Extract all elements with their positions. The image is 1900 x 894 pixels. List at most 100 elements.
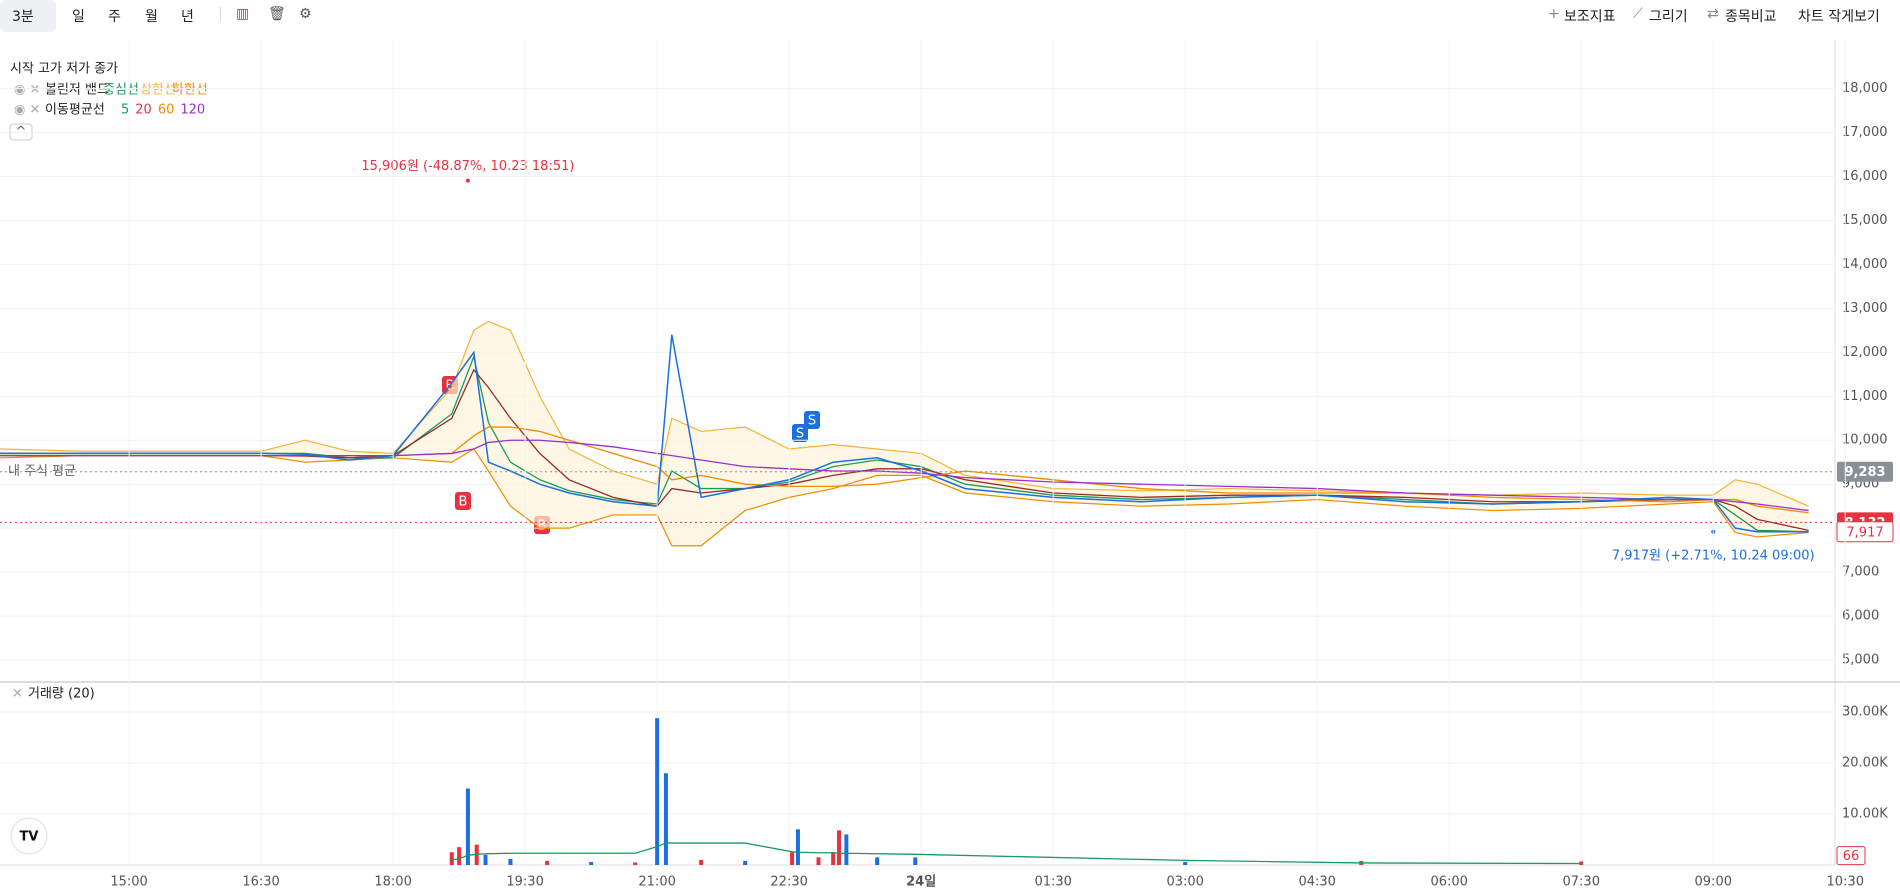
compare-icon: ⇄ <box>1707 6 1719 22</box>
y-tick-label: 12,000 <box>1842 345 1888 360</box>
volume-bar <box>743 860 748 865</box>
y-tick-label: 6,000 <box>1842 609 1879 624</box>
bands-legend: 볼린저 밴드 <box>45 83 109 98</box>
bands-center: 중심선 <box>103 83 139 98</box>
x-tick-label: 04:30 <box>1298 875 1335 890</box>
trade-marker-label: B <box>459 495 468 510</box>
ma-line <box>0 439 1809 512</box>
y-tick-label: 14,000 <box>1842 257 1888 272</box>
volume-ma-line <box>451 842 1582 865</box>
y-tick-label: 13,000 <box>1842 301 1888 316</box>
trade-marker <box>455 492 471 510</box>
y-tick-label: 10.00K <box>1842 807 1888 822</box>
x-tick-label: 16:30 <box>242 875 279 890</box>
interval-button[interactable]: 3분 <box>0 0 56 32</box>
volume-bar <box>795 829 800 865</box>
toolbar: 3분 일 주 월 년 | ▥ 🗑 ⚙ + 보조지표 ⟋ 그리기 ⇄ 종목비교 차… <box>0 0 1900 32</box>
chart-type-icon[interactable]: ▥ <box>236 6 250 22</box>
volume-bar <box>844 834 849 865</box>
y-tick-label: 17,000 <box>1842 125 1888 140</box>
y-tick-label: 10,000 <box>1842 433 1888 448</box>
price-badge-label: 9,283 <box>1844 465 1885 480</box>
last-badge <box>1836 846 1866 866</box>
volume-bar <box>465 788 470 865</box>
trade-marker <box>792 424 808 442</box>
y-tick-label: 7,000 <box>1842 565 1879 580</box>
divider: | <box>218 6 223 22</box>
ohlc-legend: 시작 고가 저가 종가 <box>10 62 118 77</box>
bands-lower: 하한선 <box>172 83 208 98</box>
trade-marker <box>804 411 820 429</box>
last-badge-label: 66 <box>1843 849 1860 864</box>
pen-icon: ⟋ <box>1633 6 1643 22</box>
volume-bar <box>545 860 550 865</box>
y-tick-label: 15,000 <box>1842 213 1888 228</box>
x-tick-label: 01:30 <box>1034 875 1071 890</box>
period-button[interactable]: 월 <box>145 9 158 25</box>
y-tick-label: 5,000 <box>1842 653 1879 668</box>
y-tick-label: 11,000 <box>1842 389 1888 404</box>
price-badge <box>1837 461 1893 482</box>
y-tick-label: 30.00K <box>1842 705 1888 720</box>
volume-bar <box>457 847 462 865</box>
annotation: 15,906원 (-48.87%, 10.23 18:51) <box>361 159 574 174</box>
volume-bar <box>589 861 594 865</box>
ma-legend-item: 120 <box>180 103 205 118</box>
volume-bar <box>655 718 660 865</box>
x-tick-label: 15:00 <box>110 875 147 890</box>
volume-bar <box>508 858 513 865</box>
close-icon[interactable]: ✕ <box>12 687 23 702</box>
x-tick-label: 21:00 <box>638 875 675 890</box>
x-tick-label: 24일 <box>906 875 936 890</box>
period-button[interactable]: 년 <box>181 9 194 25</box>
collapse-button[interactable] <box>9 123 33 141</box>
close-line <box>0 334 1809 533</box>
settings-icon[interactable]: ⚙ <box>299 6 312 22</box>
volume-bar <box>875 857 880 865</box>
volume-bar <box>663 773 668 865</box>
price-line-label: 내 주식 평균 <box>8 464 76 479</box>
volume-bar <box>790 852 795 865</box>
x-tick-label: 19:30 <box>506 875 543 890</box>
collapse-icon: ^ <box>16 125 27 140</box>
x-tick-label: 10:30 <box>1827 875 1864 890</box>
volume-title: 거래량 (20) <box>28 687 95 702</box>
period-button[interactable]: 일 <box>72 9 85 25</box>
y-tick-label: 20.00K <box>1842 756 1888 771</box>
tool-button[interactable]: 종목비교 <box>1725 9 1777 25</box>
eye-icon[interactable]: ◉ ✕ <box>14 103 40 118</box>
bands-upper: 상한선 <box>140 83 176 98</box>
eye-icon[interactable]: ◉ ✕ <box>14 83 40 98</box>
x-tick-label: 18:00 <box>374 875 411 890</box>
volume-bar <box>633 862 638 865</box>
ma-legend-item: 20 <box>135 103 152 118</box>
tool-button[interactable]: 보조지표 <box>1564 9 1616 25</box>
tool-button[interactable]: 차트 작게보기 <box>1798 9 1880 25</box>
last-badge <box>1836 521 1894 543</box>
annotation-point <box>465 178 470 183</box>
volume-bar <box>699 859 704 865</box>
band-upper <box>0 320 1809 507</box>
volume-bar <box>449 852 454 865</box>
x-tick-label: 03:00 <box>1166 875 1203 890</box>
volume-bar <box>837 830 842 865</box>
x-tick-label: 09:00 <box>1695 875 1732 890</box>
ma-legend: 이동평균선 <box>45 103 105 118</box>
trade-marker-label: S <box>796 427 804 442</box>
period-button[interactable]: 주 <box>108 9 121 25</box>
y-tick-label: 18,000 <box>1842 81 1888 96</box>
delete-icon[interactable]: 🗑 <box>268 6 286 22</box>
logo <box>10 817 48 855</box>
ma-legend-item: 60 <box>158 103 175 118</box>
logo-text: TV <box>20 830 39 845</box>
x-tick-label: 07:30 <box>1563 875 1600 890</box>
volume-bar <box>831 852 836 865</box>
volume-bar <box>483 854 488 865</box>
last-badge-label: 7,917 <box>1846 525 1883 540</box>
x-tick-label: 06:00 <box>1430 875 1467 890</box>
tool-button[interactable]: 그리기 <box>1649 9 1688 25</box>
ma-legend-item: 5 <box>121 103 129 118</box>
band-fill <box>0 321 1809 546</box>
